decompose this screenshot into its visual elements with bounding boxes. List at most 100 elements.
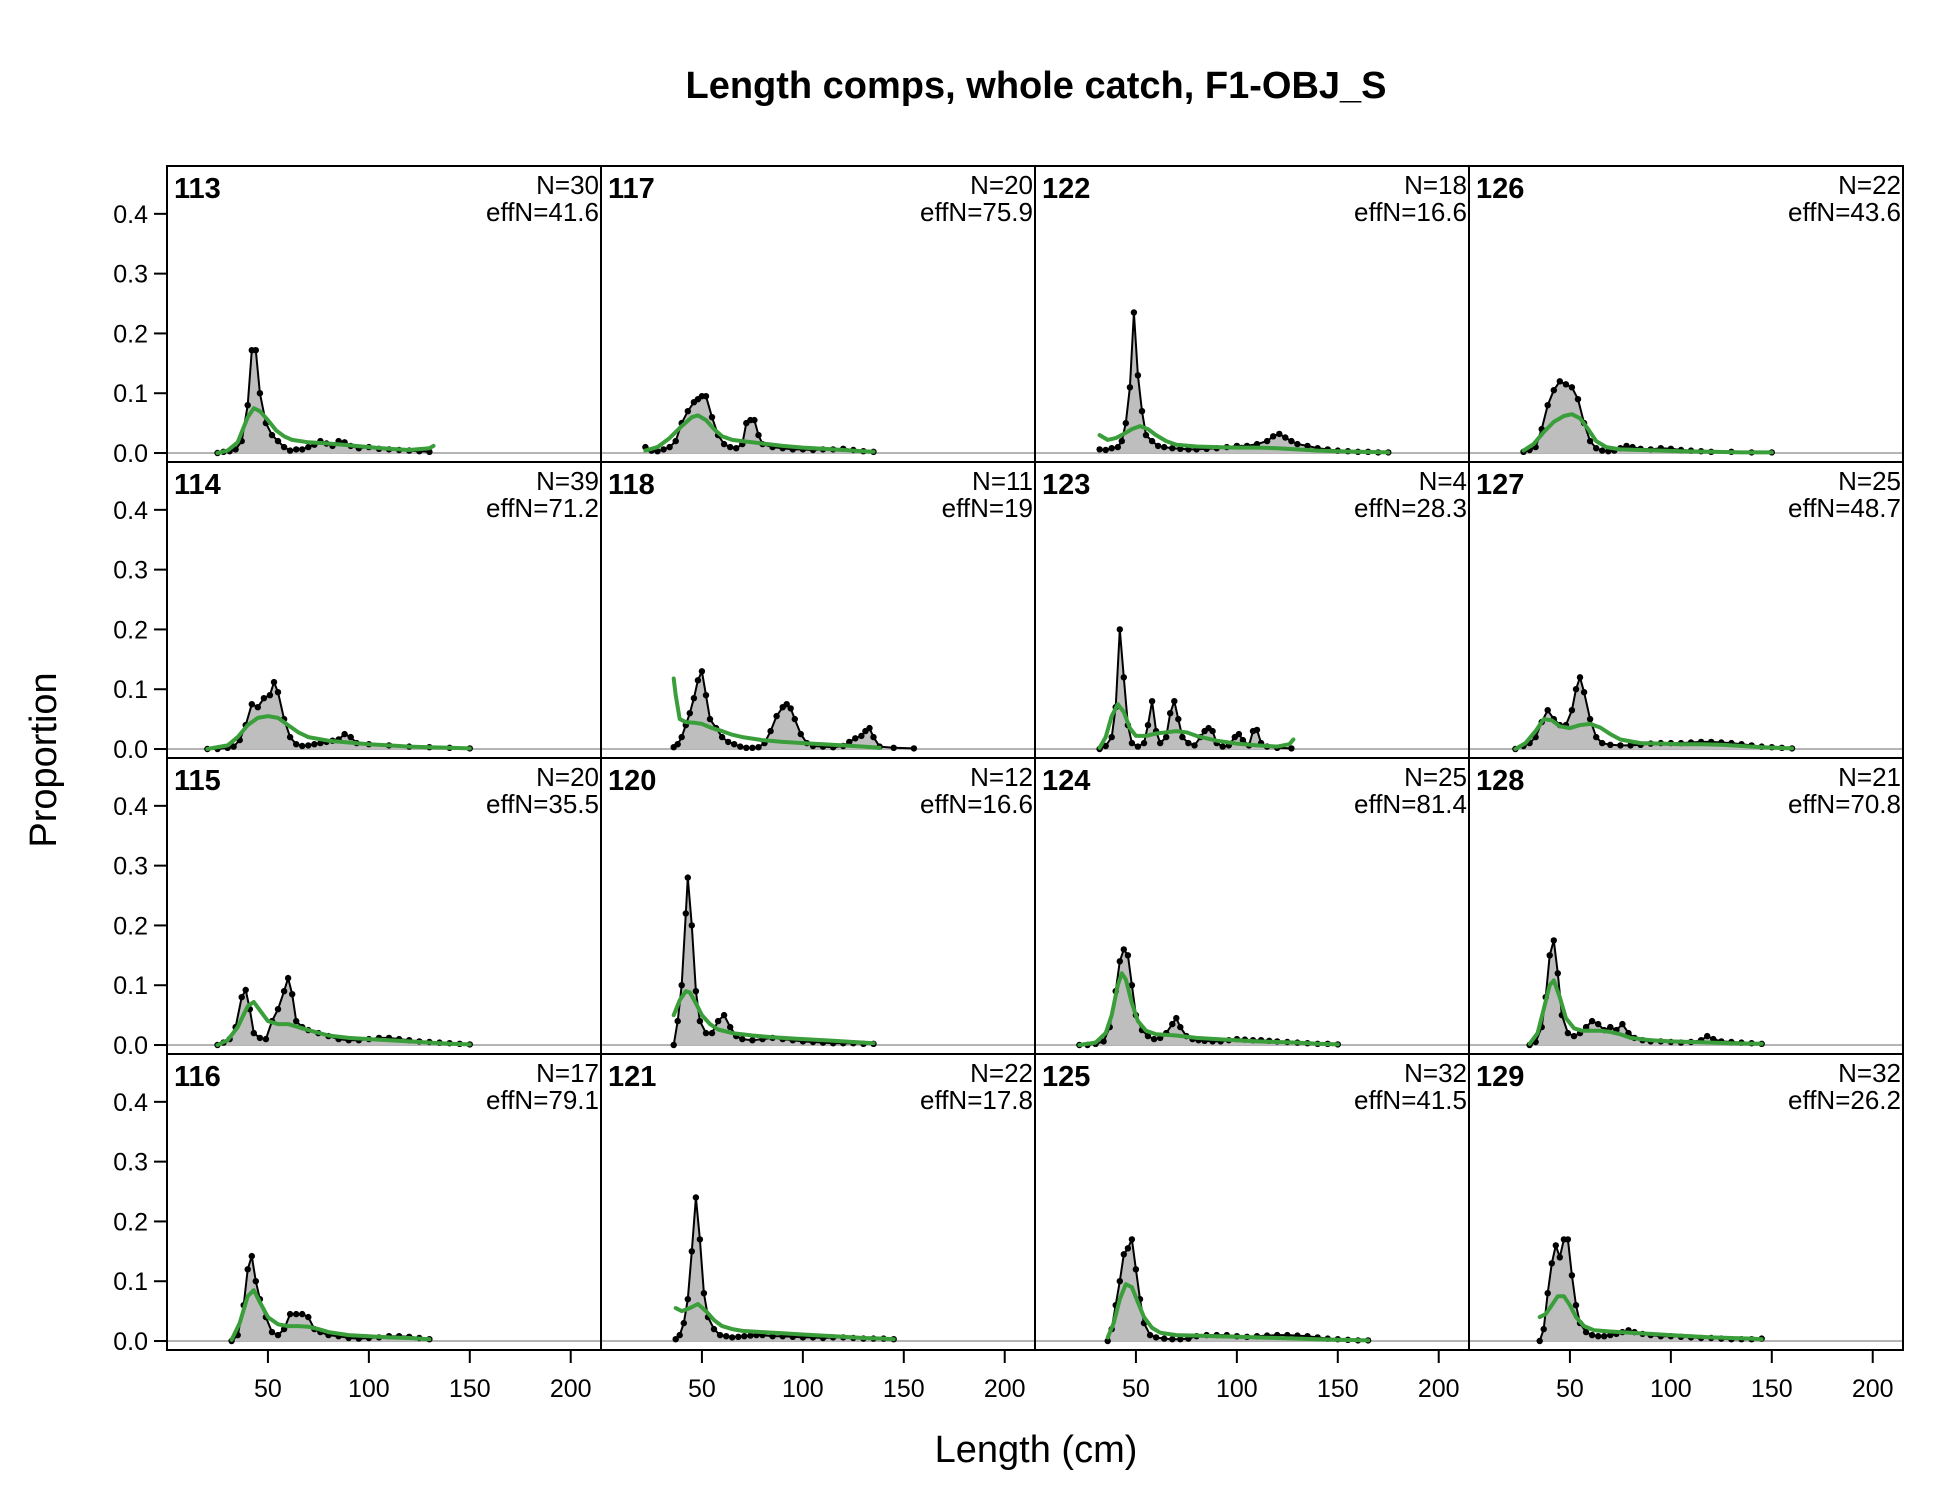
observed-point — [1607, 741, 1614, 748]
observed-point — [1116, 1278, 1124, 1285]
panel-id-label: 129 — [1476, 1061, 1524, 1093]
y-tick-label: 0.2 — [113, 320, 148, 348]
observed-point — [1294, 440, 1301, 448]
observed-point — [293, 1310, 300, 1318]
panel-n-label: N=12 — [970, 762, 1033, 792]
observed-point — [749, 1037, 756, 1044]
y-tick-label: 0.3 — [113, 557, 148, 585]
observed-point — [244, 1266, 251, 1273]
x-axis-label: Length (cm) — [935, 1429, 1138, 1471]
panel-plot-area — [1469, 937, 1903, 1049]
panel-n-label: N=18 — [1404, 170, 1467, 200]
expected-line — [1105, 1282, 1371, 1343]
observed-point — [666, 443, 673, 451]
observed-point — [1169, 445, 1176, 452]
x-tick-label: 200 — [1852, 1375, 1894, 1403]
observed-point — [252, 347, 259, 354]
y-tick-label: 0.1 — [113, 676, 148, 704]
observed-point — [733, 445, 740, 452]
observed-point — [1544, 707, 1551, 714]
y-tick-label: 0.4 — [113, 793, 148, 821]
observed-point — [1132, 1266, 1140, 1273]
observed-point — [1546, 952, 1553, 959]
observed-point — [1116, 626, 1124, 633]
observed-point — [1593, 445, 1600, 452]
observed-point — [791, 715, 798, 723]
observed-point — [1617, 742, 1624, 749]
observed-point — [702, 1029, 710, 1037]
y-tick-label: 0.2 — [113, 912, 148, 940]
y-tick-label: 0.1 — [113, 380, 148, 408]
observed-point — [1586, 715, 1594, 723]
observed-point — [1175, 715, 1182, 723]
y-tick-label: 0.0 — [113, 440, 148, 468]
observed-fill — [217, 350, 430, 453]
observed-point — [1562, 381, 1570, 388]
observed-point — [311, 741, 318, 748]
observed-point — [1148, 437, 1156, 445]
observed-point — [1593, 733, 1600, 741]
observed-point — [727, 443, 734, 451]
y-axis-label: Proportion — [23, 672, 65, 847]
observed-point — [1144, 1032, 1152, 1040]
observed-point — [1595, 1333, 1602, 1340]
observed-point — [678, 733, 685, 741]
observed-point — [1544, 1290, 1551, 1297]
observed-point — [1270, 433, 1277, 440]
observed-point — [725, 738, 732, 746]
observed-point — [1185, 739, 1192, 747]
y-tick-label: 0.4 — [113, 497, 148, 525]
observed-point — [1623, 442, 1630, 450]
observed-point — [1564, 1029, 1572, 1037]
expected-line — [1513, 717, 1794, 751]
observed-line — [673, 667, 914, 750]
observed-point — [674, 1017, 681, 1025]
y-tick-label: 0.3 — [113, 261, 148, 289]
observed-point — [242, 986, 249, 994]
panel-id-label: 121 — [608, 1061, 656, 1093]
panel-n-label: N=39 — [536, 466, 599, 496]
observed-point — [1163, 733, 1170, 741]
observed-line — [1529, 940, 1762, 1046]
observed-point — [686, 710, 693, 717]
panel-id-label: 117 — [608, 173, 655, 205]
observed-fill — [231, 1256, 430, 1341]
observed-point — [1554, 970, 1562, 977]
observed-point — [1114, 443, 1122, 451]
observed-point — [688, 1248, 695, 1255]
observed-point — [852, 735, 859, 742]
observed-fill — [207, 682, 470, 749]
expected-line — [1097, 424, 1391, 455]
x-tick-label: 100 — [782, 1375, 824, 1403]
observed-fill — [645, 396, 874, 453]
panel-id-label: 125 — [1042, 1061, 1090, 1093]
observed-point — [1134, 372, 1142, 379]
observed-point — [1556, 378, 1564, 385]
y-tick-label: 0.3 — [113, 1149, 148, 1177]
observed-point — [1568, 1272, 1576, 1279]
observed-point — [274, 437, 282, 445]
observed-point — [1544, 402, 1551, 409]
panel-effn-label: effN=81.4 — [1354, 789, 1467, 819]
panel-effn-label: effN=70.8 — [1788, 789, 1901, 819]
observed-point — [698, 668, 706, 675]
expected-line — [205, 714, 472, 751]
observed-point — [274, 689, 282, 696]
panel-id-label: 120 — [608, 765, 656, 797]
observed-point — [694, 677, 702, 684]
panel-effn-label: effN=16.6 — [920, 789, 1033, 819]
x-tick-label: 100 — [1650, 1375, 1692, 1403]
observed-point — [702, 692, 710, 699]
observed-point — [1580, 689, 1588, 696]
observed-point — [1102, 742, 1109, 750]
panel-plot-area — [167, 347, 601, 457]
panel-effn-label: effN=48.7 — [1788, 493, 1901, 523]
observed-point — [716, 1331, 724, 1339]
panel-effn-label: effN=75.9 — [920, 197, 1033, 227]
observed-point — [870, 733, 877, 741]
observed-point — [266, 692, 274, 699]
